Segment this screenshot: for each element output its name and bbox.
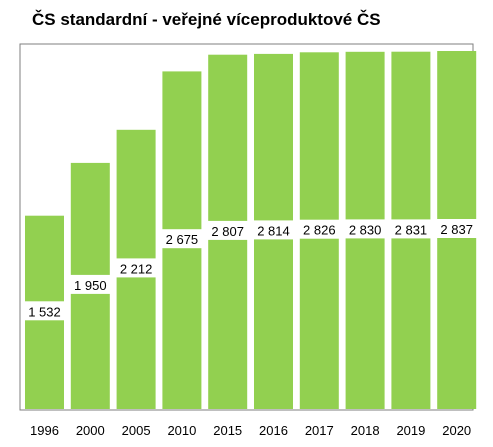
value-label-background	[205, 220, 250, 240]
x-tick-label-2020: 2020	[442, 423, 471, 438]
x-tick-label-2017: 2017	[305, 423, 334, 438]
value-label-background	[22, 301, 67, 321]
x-tick-label-2018: 2018	[351, 423, 380, 438]
value-label-2018: 2 830	[349, 222, 382, 237]
x-tick-label-2019: 2019	[396, 423, 425, 438]
x-tick-label-2016: 2016	[259, 423, 288, 438]
x-tick-label-2000: 2000	[76, 423, 105, 438]
chart-title: ČS standardní - veřejné víceproduktové Č…	[32, 10, 381, 29]
value-label-background	[297, 219, 342, 239]
x-tick-label-2010: 2010	[167, 423, 196, 438]
value-label-background	[343, 219, 388, 239]
value-label-2019: 2 831	[395, 222, 428, 237]
value-label-background	[159, 229, 204, 249]
value-label-2010: 2 675	[166, 232, 199, 247]
value-label-2020: 2 837	[440, 222, 473, 237]
x-tick-label-2005: 2005	[122, 423, 151, 438]
value-label-2000: 1 950	[74, 278, 107, 293]
value-label-2017: 2 826	[303, 223, 336, 238]
value-label-background	[114, 258, 159, 278]
value-label-2016: 2 814	[257, 223, 290, 238]
value-label-background	[388, 219, 433, 239]
value-label-background	[251, 220, 296, 240]
value-label-1996: 1 532	[28, 304, 61, 319]
value-label-2005: 2 212	[120, 261, 153, 276]
value-label-2015: 2 807	[211, 224, 244, 239]
x-tick-label-2015: 2015	[213, 423, 242, 438]
x-tick-label-1996: 1996	[30, 423, 59, 438]
value-label-background	[434, 219, 479, 238]
value-label-background	[68, 274, 113, 294]
